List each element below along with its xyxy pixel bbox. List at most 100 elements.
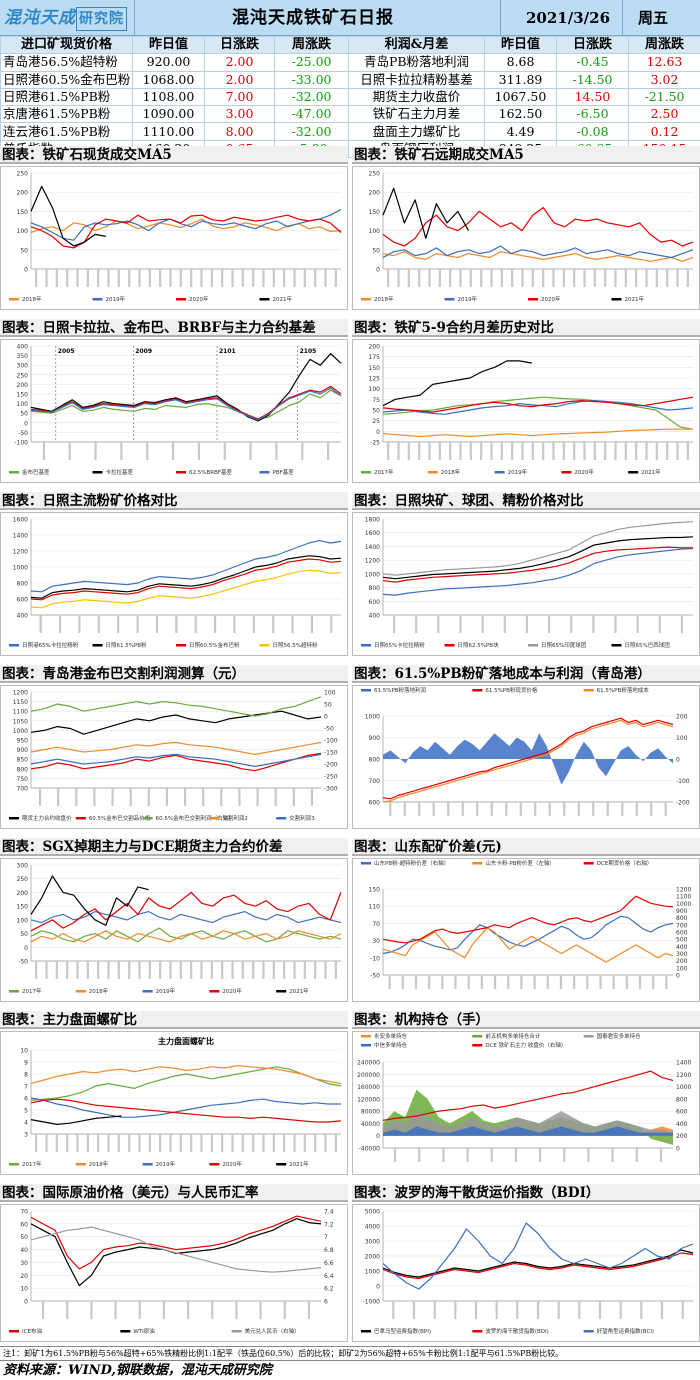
series-line bbox=[30, 1215, 322, 1270]
table-cell: 期货主力收盘价 bbox=[348, 87, 485, 107]
table-row: 连云港61.5%PB粉 1110.00 8.00 -32.00 盘面主力螺矿比 4.49-… bbox=[0, 122, 700, 141]
y2-tick-label: 1100 bbox=[676, 894, 691, 901]
y-tick-label: 150 bbox=[17, 209, 29, 216]
y2-tick-label: 200 bbox=[676, 714, 688, 721]
y2-tick-label: -100 bbox=[676, 778, 690, 785]
series-area bbox=[383, 733, 673, 785]
y-tick-label: 1000 bbox=[365, 571, 380, 578]
report-header: 混沌天成 研究院 混沌天成铁矿石日报 2021/3/26 周五 bbox=[0, 0, 700, 36]
y-tick-label: 1050 bbox=[13, 718, 28, 725]
legend-swatch bbox=[561, 471, 572, 474]
y2-tick-label: 900 bbox=[676, 908, 688, 915]
y-tick-label: 75 bbox=[372, 397, 380, 404]
chart-svg: -50 -10 30 70 110 150 010020030040050060070080… bbox=[361, 859, 691, 989]
legend-swatch bbox=[472, 1035, 483, 1038]
series-line bbox=[382, 1222, 694, 1290]
series-area bbox=[383, 1126, 673, 1136]
legend-label: 61.5%PB粉落地利润 bbox=[374, 686, 427, 694]
legend-swatch bbox=[361, 644, 371, 647]
series-line bbox=[382, 521, 694, 576]
legend-label: 2019年 bbox=[106, 295, 126, 303]
chart-svg: 主力盘面螺矿比 3 4 5 6 7 8 9 10 2017年 2018年 2019年 2020年 2021… bbox=[9, 1036, 342, 1168]
y-tick-label: -50 bbox=[18, 430, 28, 437]
legend-swatch bbox=[142, 817, 153, 820]
y-tick-label: 1400 bbox=[365, 544, 380, 551]
source-note: 资料来源：WIND,钢联数据，混沌天成研究院 bbox=[0, 1360, 700, 1380]
y2-tick-label: 0 bbox=[676, 1146, 680, 1153]
legend-swatch bbox=[472, 689, 483, 692]
legend-swatch bbox=[611, 644, 622, 647]
y-tick-label: 950 bbox=[17, 738, 29, 745]
legend-label: 2021年 bbox=[625, 295, 645, 303]
legend-swatch bbox=[494, 471, 505, 474]
legend-label: 金布巴基差 bbox=[22, 468, 50, 476]
legend-swatch bbox=[9, 644, 19, 647]
contract-label: 2101 bbox=[219, 348, 236, 355]
legend-swatch bbox=[427, 471, 438, 474]
legend-swatch bbox=[583, 689, 594, 692]
table-row: 京唐港61.5%PB粉 1090.00 3.00 -47.00 铁矿石主力月差 162.5… bbox=[0, 105, 700, 124]
y-tick-label: 1200 bbox=[13, 690, 28, 697]
y-tick-label: 600 bbox=[17, 597, 29, 604]
series-line bbox=[382, 1070, 674, 1121]
legend-label: 交割利润3 bbox=[289, 814, 315, 822]
y2-tick-label: 0 bbox=[676, 973, 680, 980]
table-cell: 8.68 bbox=[484, 53, 557, 72]
series-line bbox=[30, 214, 342, 249]
y2-tick-label: 400 bbox=[676, 944, 688, 951]
chart-panel: 图表：青岛港金布巴交割利润测算（元） 700 750 800 850 900 950 1000… bbox=[0, 665, 348, 831]
y2-tick-label: -200 bbox=[676, 800, 690, 807]
chart-panel: 图表：铁矿石现货成交MA5 0 50 100 150 200 250 2018年 2019年 20… bbox=[0, 146, 348, 312]
y2-tick-label: 800 bbox=[676, 915, 688, 922]
y2-tick-label: 7 bbox=[324, 1234, 328, 1241]
report-weekday: 周五 bbox=[638, 9, 669, 27]
chart-panel-title: 图表：机构持仓（手） bbox=[352, 1011, 700, 1029]
legend-swatch bbox=[361, 862, 371, 865]
series-line bbox=[30, 540, 342, 593]
chart-svg: 70075080085090095010001050110011501200-3… bbox=[9, 690, 338, 822]
chart-body: 600 700 800 900 1000 -200 -100 0 100 200 61.5%PB粉落… bbox=[352, 685, 700, 829]
legend-swatch bbox=[176, 471, 186, 474]
table-cell: -25.00 bbox=[274, 53, 349, 72]
series-line bbox=[382, 546, 693, 583]
y-tick-label: 250 bbox=[17, 171, 29, 178]
legend-label: DCE期货价格（右轴） bbox=[597, 859, 653, 867]
y2-tick-label: 300 bbox=[676, 951, 688, 958]
table-cell: 1110.00 bbox=[132, 122, 205, 141]
legend-swatch bbox=[528, 644, 538, 647]
y-tick-label: 800 bbox=[17, 766, 29, 773]
legend-label: DCE 铁矿石主力 收盘价（右轴） bbox=[485, 1041, 566, 1049]
legend-swatch bbox=[176, 644, 186, 647]
legend-label: 好望角型运费指数(BCI) bbox=[597, 1327, 654, 1335]
y-tick-label: 150 bbox=[369, 365, 381, 372]
chart-panel-title: 图表：61.5%PB粉矿落地成本与利润（青岛港） bbox=[352, 665, 700, 683]
table-cell: 3.02 bbox=[628, 70, 700, 89]
chart-svg: 600 700 800 900 1000 -200 -100 0 100 200 61.5%PB粉落… bbox=[361, 686, 690, 816]
y-tick-label: 200 bbox=[369, 190, 381, 197]
series-line bbox=[30, 753, 322, 768]
y-tick-label: 0 bbox=[24, 945, 28, 952]
series-line bbox=[30, 891, 342, 932]
y-tick-label: 50 bbox=[372, 408, 380, 415]
chart-panel-title: 图表：国际原油价格（美元）与人民币汇率 bbox=[0, 1184, 348, 1202]
y-tick-label: 40 bbox=[20, 1247, 28, 1254]
legend-swatch bbox=[259, 298, 270, 301]
legend-swatch bbox=[276, 817, 287, 820]
chart-panel-title: 图表：SGX掉期主力与DCE期货主力合约价差 bbox=[0, 838, 348, 856]
legend-label: 巴拿马型运费指数(BPI) bbox=[374, 1327, 431, 1335]
y-tick-label: 900 bbox=[369, 735, 381, 742]
legend-swatch bbox=[583, 862, 594, 865]
chart-svg: 400 600 800 1000 1200 1400 1600 日照港65%卡拉拉精粉 日照61… bbox=[9, 517, 342, 649]
legend-swatch bbox=[472, 862, 483, 865]
legend-label: 日照60.5%金布巴粉 bbox=[189, 641, 240, 649]
series-line bbox=[382, 1252, 694, 1280]
table-cell: 920.00 bbox=[132, 53, 205, 72]
y2-tick-label: 1200 bbox=[676, 887, 691, 894]
legend-swatch bbox=[472, 1044, 483, 1047]
y-tick-label: 100 bbox=[369, 228, 381, 235]
y-tick-label: 0 bbox=[376, 1284, 380, 1291]
y-tick-label: -50 bbox=[18, 959, 28, 966]
legend-swatch bbox=[120, 1330, 131, 1333]
y-tick-label: 0 bbox=[376, 429, 380, 436]
y-tick-label: 8 bbox=[24, 1072, 28, 1079]
